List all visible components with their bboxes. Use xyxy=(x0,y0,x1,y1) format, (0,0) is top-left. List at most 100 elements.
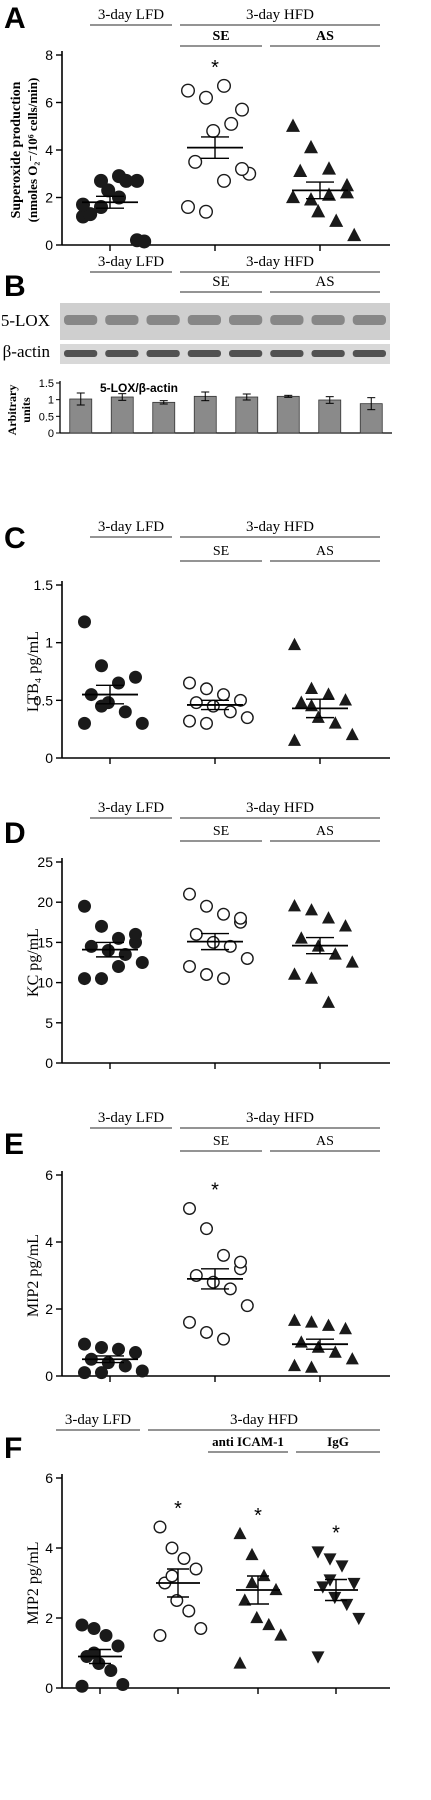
y-axis-label: Arbitrary xyxy=(5,385,19,436)
data-point xyxy=(216,173,231,188)
data-point xyxy=(305,698,318,712)
data-point xyxy=(311,1546,325,1559)
data-point xyxy=(216,972,230,986)
data-point xyxy=(118,947,132,961)
data-point xyxy=(78,615,91,629)
subgroup-label: IgG xyxy=(327,1434,349,1449)
data-point xyxy=(345,727,359,741)
y-axis-label: Superoxide production xyxy=(9,81,24,218)
group-label: 3-day LFD xyxy=(98,1110,164,1126)
data-point xyxy=(189,927,203,941)
data-point xyxy=(206,123,221,138)
y-tick-label: 0 xyxy=(48,428,54,440)
data-point xyxy=(189,696,203,710)
y-tick-label: 0 xyxy=(45,237,53,253)
bar xyxy=(110,396,134,434)
data-point xyxy=(182,1315,196,1329)
data-point xyxy=(112,1342,125,1356)
data-point xyxy=(294,695,308,708)
blot-band-5lox xyxy=(146,315,180,325)
data-point xyxy=(328,716,342,729)
blot-label-actin: β-actin xyxy=(3,342,51,361)
y-axis-label-units: (nmoles O₂⁻/10⁶ cells/min) xyxy=(25,78,40,223)
data-point xyxy=(293,163,308,177)
subgroup-label: SE xyxy=(212,274,230,290)
data-point xyxy=(286,118,300,132)
y-tick-label: 10 xyxy=(37,975,53,991)
group-label: 3-day HFD xyxy=(246,254,314,270)
y-tick-label: 2 xyxy=(45,1610,53,1626)
data-point xyxy=(112,960,125,974)
bar xyxy=(276,395,300,434)
significance-marker: * xyxy=(332,1523,340,1545)
y-tick-label: 1.5 xyxy=(34,577,54,593)
data-point xyxy=(129,1346,142,1360)
data-point xyxy=(305,903,318,916)
panel-letter-D: D xyxy=(4,817,26,850)
data-point xyxy=(87,1622,101,1635)
data-point xyxy=(165,1569,179,1583)
data-point xyxy=(182,676,196,690)
y-axis-label: MIP2 pg/mL xyxy=(25,1541,42,1624)
data-point xyxy=(323,1553,337,1566)
data-point xyxy=(311,710,325,723)
data-point xyxy=(294,1335,308,1348)
data-point xyxy=(240,1299,254,1313)
data-point xyxy=(250,1610,264,1624)
blot-band-actin xyxy=(270,350,304,357)
data-point xyxy=(95,1366,108,1380)
data-point xyxy=(180,83,195,98)
data-point xyxy=(75,1618,89,1632)
blot-label-5lox: 5-LOX xyxy=(1,311,50,330)
data-point xyxy=(95,919,108,933)
data-point xyxy=(311,204,326,218)
data-point xyxy=(95,699,108,713)
data-point xyxy=(288,733,301,746)
data-point xyxy=(194,1621,208,1635)
data-point xyxy=(233,693,247,707)
data-point xyxy=(234,161,249,176)
data-point xyxy=(78,899,91,913)
y-tick-label: 6 xyxy=(45,1470,53,1486)
data-point xyxy=(182,714,196,728)
data-point xyxy=(78,972,91,986)
data-point xyxy=(95,1341,108,1355)
data-point xyxy=(329,213,344,227)
data-point xyxy=(199,716,213,730)
data-point xyxy=(240,711,254,725)
y-tick-label: 25 xyxy=(37,854,53,870)
blot-band-actin xyxy=(105,350,139,357)
subgroup-label: SE xyxy=(212,29,229,44)
data-point xyxy=(95,972,108,986)
data-point xyxy=(87,1646,101,1660)
data-point xyxy=(76,197,90,212)
data-point xyxy=(165,1541,179,1555)
data-point xyxy=(118,1359,132,1373)
data-point xyxy=(322,911,335,924)
data-point xyxy=(257,1568,271,1582)
data-point xyxy=(199,1325,213,1339)
data-point xyxy=(347,1577,361,1591)
group-label: 3-day LFD xyxy=(98,254,164,270)
data-point xyxy=(188,154,203,169)
data-point xyxy=(305,1360,318,1373)
data-point xyxy=(153,1628,167,1642)
y-tick-label: 5 xyxy=(45,1015,53,1031)
y-tick-label: 6 xyxy=(45,1167,53,1183)
data-point xyxy=(135,1364,149,1378)
subgroup-label: SE xyxy=(213,544,229,559)
data-point xyxy=(234,102,249,117)
significance-marker: * xyxy=(211,57,219,79)
y-tick-label: 6 xyxy=(45,95,53,111)
y-tick-label: 0 xyxy=(45,750,53,766)
data-point xyxy=(84,939,98,953)
data-point xyxy=(322,687,335,700)
data-point xyxy=(322,1318,335,1331)
data-point xyxy=(216,78,231,93)
data-point xyxy=(119,173,134,188)
group-label: 3-day LFD xyxy=(98,7,164,23)
blot-band-5lox xyxy=(64,315,98,325)
data-point xyxy=(288,899,301,912)
blot-band-5lox xyxy=(352,315,386,325)
